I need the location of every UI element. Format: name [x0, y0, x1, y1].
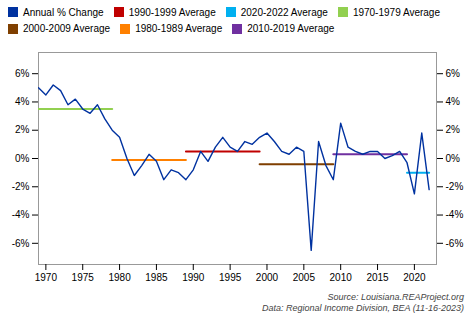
html-text:2020-2022 Average: 2020-2022 Average [240, 6, 328, 18]
svg-text:6%: 6% [15, 68, 30, 79]
svg-text:1985: 1985 [145, 272, 168, 283]
svg-text:1975: 1975 [72, 272, 95, 283]
svg-text:2005: 2005 [293, 272, 316, 283]
svg-text:0%: 0% [446, 153, 461, 164]
svg-text:2015: 2015 [366, 272, 389, 283]
svg-text:6%: 6% [446, 68, 461, 79]
html-text:Annual % Change: Annual % Change [23, 6, 104, 18]
svg-text:1970: 1970 [35, 272, 58, 283]
svg-text:1995: 1995 [219, 272, 242, 283]
svg-text:0%: 0% [15, 153, 30, 164]
svg-text:2010: 2010 [330, 272, 353, 283]
svg-text:2%: 2% [15, 124, 30, 135]
svg-text:-6%: -6% [12, 238, 30, 249]
html-text:2000-2009 Average: 2000-2009 Average [23, 23, 111, 35]
svg-text:2%: 2% [446, 124, 461, 135]
html-text:Data: Regional Income Division: Data: Regional Income Division, BEA (11-… [261, 303, 464, 313]
html-text:2010-2019 Average: 2010-2019 Average [247, 23, 335, 35]
svg-text:-4%: -4% [446, 209, 464, 220]
svg-text:1990: 1990 [182, 272, 205, 283]
svg-text:-6%: -6% [446, 238, 464, 249]
html-text:1980-1989 Average: 1980-1989 Average [135, 23, 223, 35]
html-text:Source: Louisiana.REAProject.o: Source: Louisiana.REAProject.org [327, 292, 464, 302]
svg-text:-2%: -2% [446, 181, 464, 192]
svg-text:4%: 4% [446, 96, 461, 107]
svg-text:1980: 1980 [108, 272, 131, 283]
svg-text:4%: 4% [15, 96, 30, 107]
svg-text:2000: 2000 [256, 272, 279, 283]
html-text:1990-1999 Average: 1990-1999 Average [128, 6, 216, 18]
svg-text:2020: 2020 [403, 272, 426, 283]
svg-text:-2%: -2% [12, 181, 30, 192]
html-text:1970-1979 Average: 1970-1979 Average [352, 6, 440, 18]
svg-text:-4%: -4% [12, 209, 30, 220]
